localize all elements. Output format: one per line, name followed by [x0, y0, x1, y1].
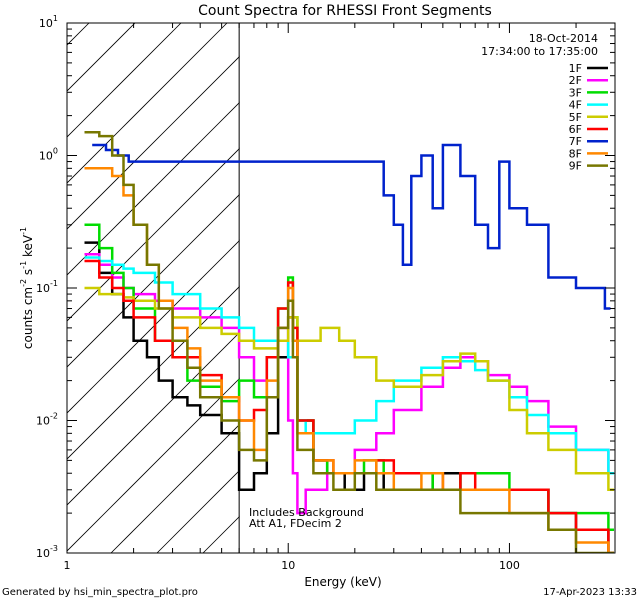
y-tick-label: 10-1 — [36, 279, 58, 295]
y-tick-base: 10 — [36, 282, 50, 295]
y-tick-label: 100 — [39, 147, 58, 163]
y-tick-label: 101 — [39, 14, 58, 30]
y-tick-exponent: 0 — [53, 147, 58, 156]
y-tick-label: 10-3 — [36, 544, 58, 560]
y-tick-base: 10 — [36, 547, 50, 560]
chart-title: Count Spectra for RHESSI Front Segments — [198, 3, 492, 19]
legend-label: 5F — [569, 111, 582, 124]
legend-label: 6F — [569, 123, 582, 136]
series-line-9f — [84, 130, 614, 553]
y-tick-exponent: -3 — [50, 544, 58, 553]
date-label: 18-Oct-2014 — [529, 32, 598, 45]
footer-generator: Generated by hsi_min_spectra_plot.pro — [2, 587, 198, 598]
x-axis-label: Energy (keV) — [304, 575, 381, 589]
y-tick-exponent: -1 — [50, 279, 58, 288]
legend-label: 2F — [569, 74, 582, 87]
x-tick-label: 10 — [281, 559, 295, 572]
series-layer — [84, 130, 614, 553]
x-tick-label: 1 — [64, 559, 71, 572]
hatch-line — [67, 23, 228, 184]
annotation-attenuator: Att A1, FDecim 2 — [249, 517, 342, 530]
hatch-mask — [239, 23, 615, 553]
hatch-line — [67, 23, 320, 276]
legend-label: 4F — [569, 99, 582, 112]
y-axis-label: counts cm-2 s-1 keV-1 — [19, 227, 35, 349]
annotation-background: Includes Background — [249, 506, 364, 519]
y-axis-label-exp: -2 — [19, 279, 28, 287]
legend-label: 1F — [569, 62, 582, 75]
y-axis-label-part: counts cm — [21, 287, 35, 349]
legend-label: 3F — [569, 86, 582, 99]
legend-label: 7F — [569, 135, 582, 148]
y-tick-exponent: -2 — [50, 412, 58, 421]
y-tick-base: 10 — [39, 17, 53, 30]
y-tick-label: 10-2 — [36, 412, 58, 428]
y-axis-label-part: keV — [21, 234, 35, 261]
hatched-region — [67, 23, 615, 553]
y-axis-label-part: s — [21, 269, 35, 279]
legend-label: 9F — [569, 160, 582, 173]
hatch-line — [67, 23, 182, 138]
time-range-label: 17:34:00 to 17:35:00 — [481, 45, 598, 58]
y-axis-label-exp: -1 — [19, 227, 28, 235]
series-line-7f — [92, 143, 611, 310]
y-tick-base: 10 — [39, 150, 53, 163]
x-tick-label: 100 — [499, 559, 520, 572]
legend-label: 8F — [569, 147, 582, 160]
y-tick-exponent: 1 — [53, 14, 58, 23]
hatch-line — [67, 23, 274, 230]
y-axis-label-exp: -1 — [19, 261, 28, 269]
footer-timestamp: 17-Apr-2023 13:33 — [543, 587, 637, 598]
y-tick-base: 10 — [36, 415, 50, 428]
